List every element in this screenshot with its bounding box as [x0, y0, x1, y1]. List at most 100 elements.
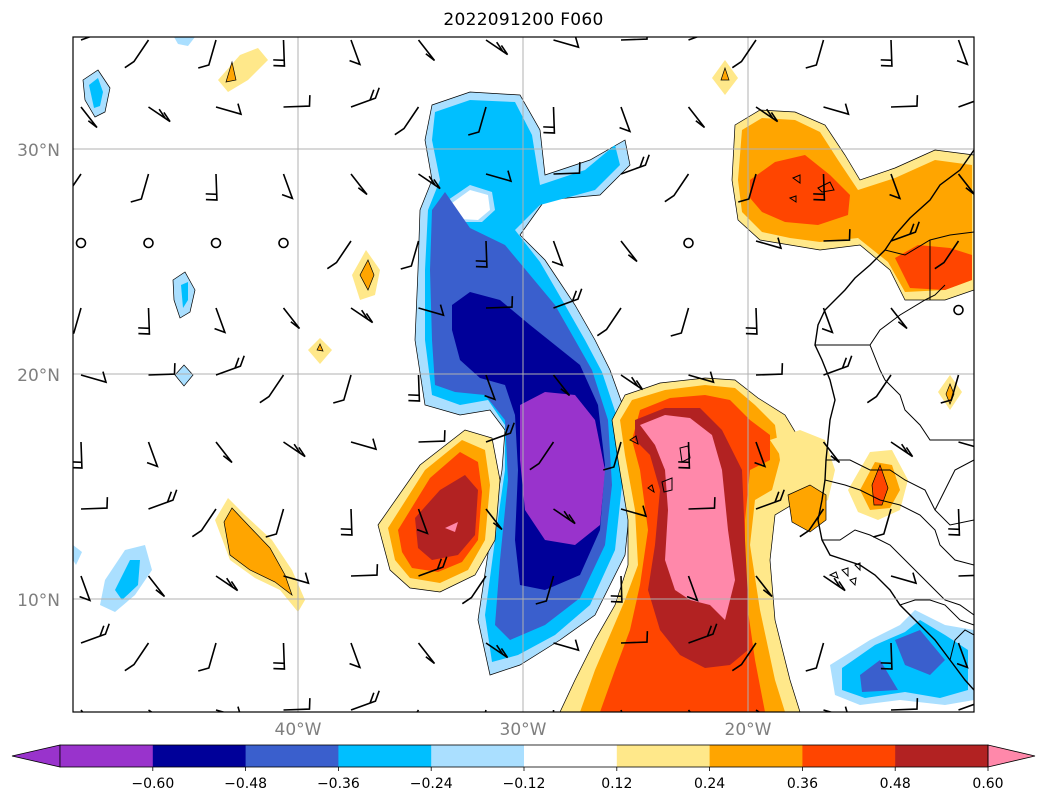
wind-barb	[215, 706, 241, 712]
wind-barb	[130, 173, 150, 203]
colorbar-bin	[431, 745, 525, 767]
wind-barb	[333, 374, 352, 404]
wind-barb	[755, 237, 783, 250]
contour-hole-inner	[452, 190, 490, 220]
map-frame	[72, 36, 975, 713]
wind-barb	[468, 106, 487, 136]
wind-barb	[686, 575, 699, 602]
wind-barb	[416, 709, 420, 712]
wind-barb	[620, 631, 649, 644]
gridlines	[73, 37, 974, 712]
wind-barb	[823, 575, 846, 592]
wind-barb	[553, 162, 581, 175]
contour-pos-ne-036	[750, 155, 850, 225]
wind-barb	[553, 288, 583, 309]
wind-barb	[880, 39, 893, 67]
wind-barb	[215, 355, 245, 376]
wind-barb	[350, 564, 379, 577]
wind-barb	[461, 575, 487, 605]
wind-barb	[620, 709, 623, 712]
wind-barb	[823, 229, 851, 242]
wind-barb	[866, 374, 892, 404]
wind-barb	[80, 709, 84, 712]
wind-barb	[958, 703, 974, 711]
wind-barb	[620, 154, 650, 175]
contour-neg-small-1b	[89, 78, 103, 108]
wind-barb	[350, 87, 380, 108]
wind-barb	[596, 307, 622, 337]
colorbar-extend-low	[11, 744, 61, 768]
wind-barb	[418, 430, 446, 443]
wind-barb	[948, 508, 961, 536]
wind-barb	[349, 642, 362, 669]
wind-barb	[957, 173, 974, 196]
contour-pos-west-048	[415, 475, 478, 560]
calm-wind-circle	[210, 237, 222, 249]
wind-barb	[813, 173, 826, 201]
wind-barb	[553, 508, 576, 525]
wind-barb	[823, 355, 853, 376]
wind-barb	[148, 363, 176, 376]
wind-barb	[215, 441, 233, 464]
wind-barb	[205, 173, 218, 201]
colorbar-tick-label: 0.48	[880, 776, 911, 792]
colorbar-bin	[338, 745, 432, 767]
colorbar-tick-label: 0.36	[787, 776, 818, 792]
calm-wind-circle	[683, 237, 694, 249]
wind-barb	[349, 39, 362, 66]
colorbar-bin	[524, 745, 618, 767]
colorbar	[11, 744, 1036, 768]
wind-barb	[890, 221, 920, 242]
wind-barb	[417, 642, 436, 665]
contour-pos-wa2-036	[871, 464, 889, 506]
wind-barb	[80, 623, 110, 644]
wind-barb	[805, 642, 825, 672]
wind-barb	[80, 371, 108, 384]
wind-barb	[823, 706, 848, 712]
wind-barb	[552, 374, 571, 397]
wind-barb	[678, 441, 691, 469]
wind-barb	[620, 37, 648, 41]
wind-barb	[603, 441, 622, 471]
wind-barb	[688, 371, 715, 384]
colorbar-tick-label: 0.60	[972, 776, 1003, 792]
lon-label-30w: 30°W	[500, 720, 547, 740]
colorbar-bin	[616, 745, 711, 767]
contour-pos-small-1b	[225, 60, 237, 83]
colorbar-bin	[709, 745, 803, 767]
wind-barb	[73, 441, 83, 469]
contour-pos-ne-loop	[788, 174, 835, 203]
wind-barb	[535, 575, 555, 605]
colorbar-tick-label: −0.60	[131, 776, 174, 792]
wind-barb	[619, 106, 632, 133]
contour-pos-small-3b	[316, 343, 324, 352]
wind-barb	[880, 642, 893, 670]
wind-barb	[475, 240, 488, 268]
wind-barb	[148, 106, 171, 123]
wind-barb	[416, 508, 429, 535]
wind-barb	[755, 106, 779, 123]
contour-pos-060	[640, 415, 735, 620]
wind-barb	[755, 489, 785, 510]
islands	[828, 562, 861, 587]
contour-neg-se-036	[860, 630, 945, 692]
wind-barb	[958, 441, 974, 448]
wind-barb	[73, 307, 82, 335]
wind-barb	[620, 240, 638, 263]
wind-barb	[890, 441, 914, 458]
wind-barb	[890, 95, 919, 108]
wind-barb	[73, 173, 82, 188]
contour-loop-3	[661, 477, 673, 493]
wind-barb	[805, 39, 825, 69]
wind-barb	[688, 623, 718, 644]
wind-barb	[956, 642, 969, 669]
wind-barb	[340, 508, 353, 536]
colorbar-bin	[60, 745, 154, 767]
wind-barb	[283, 95, 311, 108]
wind-barb	[215, 103, 243, 116]
wind-barb	[485, 508, 503, 531]
wind-barb	[543, 106, 556, 134]
wind-barb	[553, 639, 580, 652]
contour-neg-small-5	[73, 545, 82, 565]
contour-loop-1	[629, 435, 639, 445]
